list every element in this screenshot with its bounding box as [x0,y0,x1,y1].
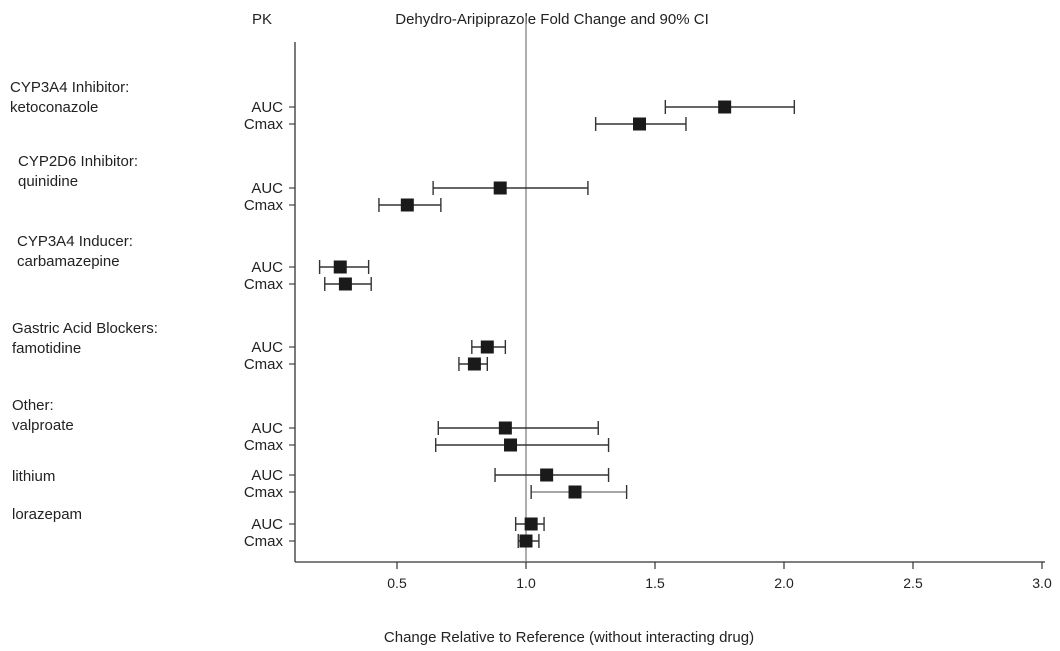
group-label: lorazepam [12,506,82,523]
pk-row-label: AUC [251,339,283,356]
point-estimate [338,277,352,291]
pk-row-label: AUC [251,99,283,116]
group-label: valproate [12,417,74,434]
pk-row-label: Cmax [244,276,284,293]
point-estimate [568,485,582,499]
point-estimate [493,181,507,195]
pk-row-label: Cmax [244,533,284,550]
x-tick-label: 1.5 [645,575,665,591]
pk-row-label: Cmax [244,437,284,454]
group-label: Gastric Acid Blockers: [12,320,158,337]
point-estimate [400,198,414,212]
point-estimate [498,421,512,435]
point-estimate [504,438,518,452]
point-estimate [718,100,732,114]
pk-row-label: AUC [251,259,283,276]
group-label: Other: [12,397,54,414]
x-tick-label: 2.0 [774,575,794,591]
x-tick-label: 1.0 [516,575,536,591]
point-estimate [333,260,347,274]
pk-row-label: Cmax [244,484,284,501]
group-label: CYP3A4 Inducer: [17,233,133,250]
pk-row-label: Cmax [244,197,284,214]
point-estimate [524,517,538,531]
pk-row-label: AUC [251,180,283,197]
plot-area: 0.5 1.0 1.5 2.0 2.5 3.0 CYP3A4 Inhibitor: ketoc… [10,16,1052,591]
pk-row-label: AUC [251,420,283,437]
pk-row-label: AUC [251,467,283,484]
point-estimate [540,468,554,482]
chart-title: Dehydro-Aripiprazole Fold Change and 90%… [395,11,709,28]
group-label: quinidine [18,173,78,190]
pk-row-label: Cmax [244,116,284,133]
point-estimate [519,534,533,548]
pk-header: PK [252,11,272,28]
group-label: CYP2D6 Inhibitor: [18,153,138,170]
x-tick-label: 3.0 [1032,575,1052,591]
x-tick-label: 2.5 [903,575,923,591]
group-label: ketoconazole [10,99,98,116]
group-label: lithium [12,468,55,485]
pk-row-label: AUC [251,516,283,533]
point-estimate [467,357,481,371]
x-tick-label: 0.5 [387,575,407,591]
group-label: famotidine [12,340,81,357]
pk-row-label: Cmax [244,356,284,373]
group-label: CYP3A4 Inhibitor: [10,79,129,96]
group-label: carbamazepine [17,253,120,270]
x-axis-label: Change Relative to Reference (without in… [384,629,754,646]
point-estimate [633,117,647,131]
point-estimate [480,340,494,354]
